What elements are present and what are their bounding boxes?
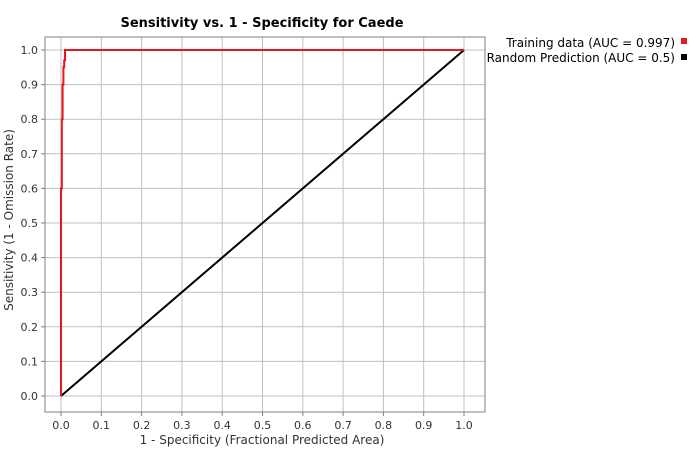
y-tick-label: 0.9 bbox=[21, 79, 39, 92]
x-tick-label: 1.0 bbox=[455, 419, 473, 432]
x-tick-label: 0.7 bbox=[334, 419, 352, 432]
x-tick-label: 0.9 bbox=[415, 419, 433, 432]
legend-swatch-random bbox=[681, 54, 687, 60]
y-tick-label: 0.8 bbox=[21, 113, 39, 126]
x-tick-label: 0.2 bbox=[133, 419, 151, 432]
legend-swatch-training bbox=[681, 38, 687, 44]
x-tick-label: 0.5 bbox=[254, 419, 272, 432]
y-tick-label: 0.4 bbox=[21, 252, 39, 265]
x-tick-label: 0.1 bbox=[93, 419, 111, 432]
y-tick-label: 0.1 bbox=[21, 355, 39, 368]
x-tick-label: 0.3 bbox=[173, 419, 191, 432]
y-tick-label: 0.2 bbox=[21, 321, 39, 334]
y-axis-title: Sensitivity (1 - Omission Rate) bbox=[2, 129, 16, 311]
series-line-training bbox=[60, 49, 464, 396]
legend: Training data (AUC = 0.997) Random Predi… bbox=[487, 36, 687, 65]
x-tick-label: 0.6 bbox=[294, 419, 312, 432]
series-lines bbox=[60, 49, 465, 397]
y-tick-label: 1.0 bbox=[21, 44, 39, 57]
y-tick-label: 0.5 bbox=[21, 217, 39, 230]
x-tick-label: 0.8 bbox=[375, 419, 393, 432]
x-tick-label: 0.0 bbox=[52, 419, 70, 432]
plot-frame bbox=[44, 36, 486, 413]
plot-area bbox=[45, 37, 485, 412]
y-tick-label: 0.6 bbox=[21, 182, 39, 195]
y-tick-label: 0.3 bbox=[21, 286, 39, 299]
x-axis-title: 1 - Specificity (Fractional Predicted Ar… bbox=[140, 433, 385, 447]
x-tick-label: 0.4 bbox=[213, 419, 231, 432]
legend-label-random: Random Prediction (AUC = 0.5) bbox=[487, 51, 675, 65]
series-line-random bbox=[60, 49, 465, 397]
y-axis-ticks: 0.0 0.1 0.2 0.3 0.4 0.5 0.6 0.7 0.8 0.9 1.0 bbox=[21, 44, 45, 403]
legend-label-training: Training data (AUC = 0.997) bbox=[505, 36, 675, 50]
chart-title: Sensitivity vs. 1 - Specificity for Caed… bbox=[120, 16, 403, 31]
y-tick-label: 0.0 bbox=[21, 390, 39, 403]
x-axis-ticks: 0.0 0.1 0.2 0.3 0.4 0.5 0.6 0.7 0.8 0.9 1.0 bbox=[52, 412, 473, 432]
y-tick-label: 0.7 bbox=[21, 148, 39, 161]
